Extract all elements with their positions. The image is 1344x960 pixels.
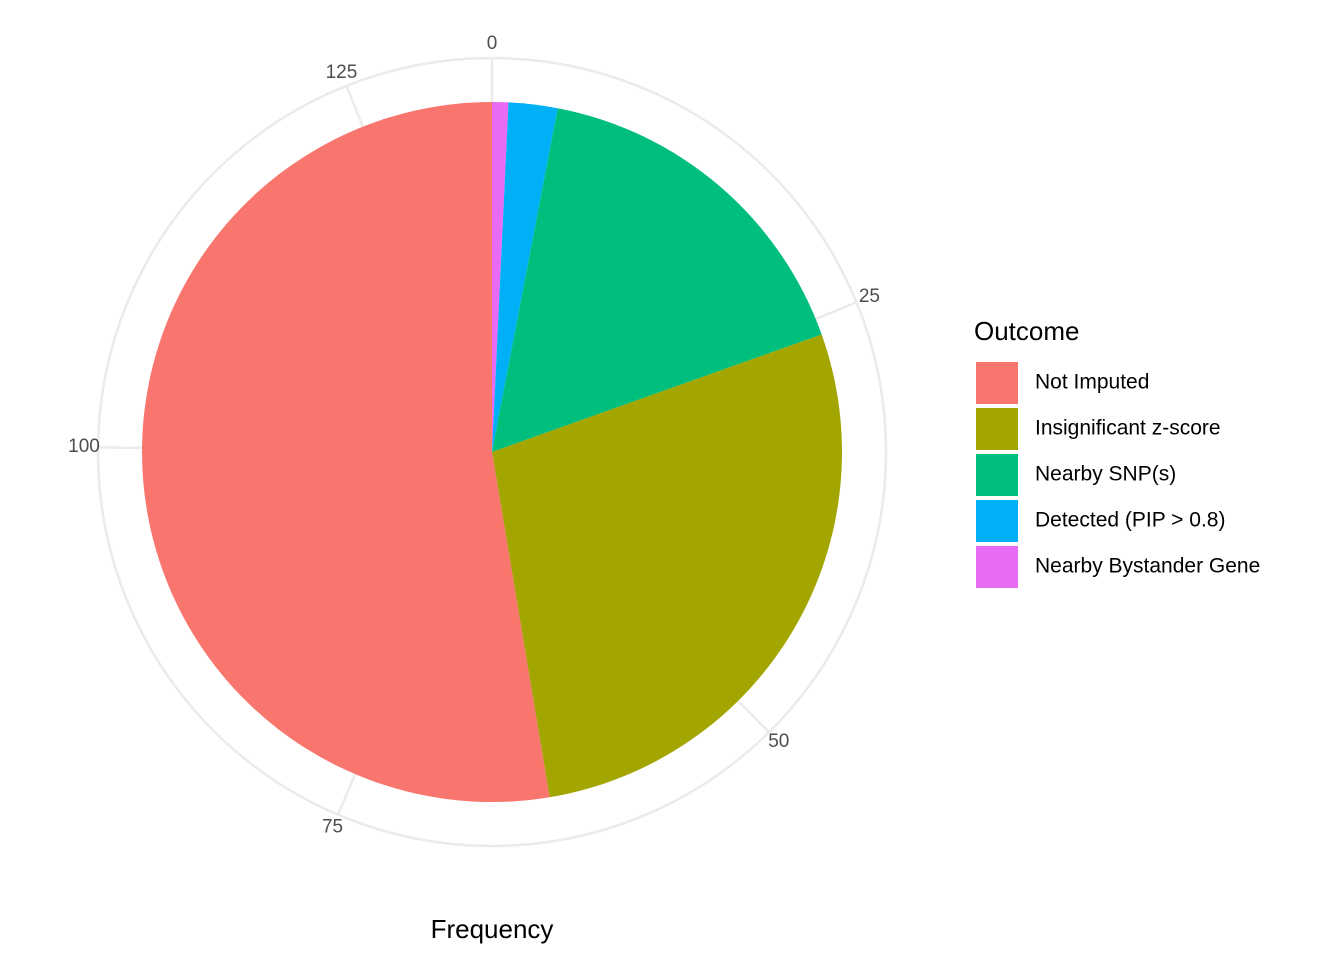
- tick-label: 25: [859, 286, 880, 307]
- legend-label: Insignificant z-score: [1035, 417, 1221, 440]
- legend-swatch: [976, 362, 1018, 404]
- tick-label: 0: [487, 33, 498, 54]
- grid-spoke: [815, 301, 857, 321]
- legend-label: Nearby SNP(s): [1035, 463, 1176, 486]
- legend-swatch: [976, 454, 1018, 496]
- grid-spoke: [737, 700, 770, 734]
- grid-spoke: [98, 446, 143, 450]
- legend-swatch: [976, 500, 1018, 542]
- legend: Outcome Not Imputed Insignificant z-score…: [974, 316, 1260, 588]
- tick-label: 100: [68, 436, 100, 457]
- legend-label: Nearby Bystander Gene: [1035, 555, 1260, 578]
- tick-label: 125: [326, 62, 358, 83]
- pie-slice-detected-pip-0-8: [492, 102, 558, 452]
- tick-label: 50: [768, 731, 789, 752]
- tick-label: 75: [322, 817, 343, 838]
- grid: [96, 56, 888, 848]
- legend-title: Outcome: [974, 316, 1080, 346]
- angular-ticks: 0 25 50 75 100 125: [68, 33, 880, 838]
- x-axis-title: Frequency: [431, 914, 554, 944]
- pie-slice-not-imputed: [141, 102, 550, 802]
- legend-label: Not Imputed: [1035, 371, 1149, 394]
- grid-spoke: [345, 85, 365, 128]
- legend-swatch: [976, 546, 1018, 588]
- grid-spoke: [336, 773, 357, 816]
- pie-slices: [141, 102, 842, 802]
- pie-slice-nearby-bystander-gene: [492, 102, 509, 452]
- pie-slice-insignificant-z-score: [492, 334, 842, 798]
- legend-swatch: [976, 408, 1018, 450]
- pie-slice-nearby-snp-s: [492, 108, 822, 453]
- legend-label: Detected (PIP > 0.8): [1035, 509, 1225, 532]
